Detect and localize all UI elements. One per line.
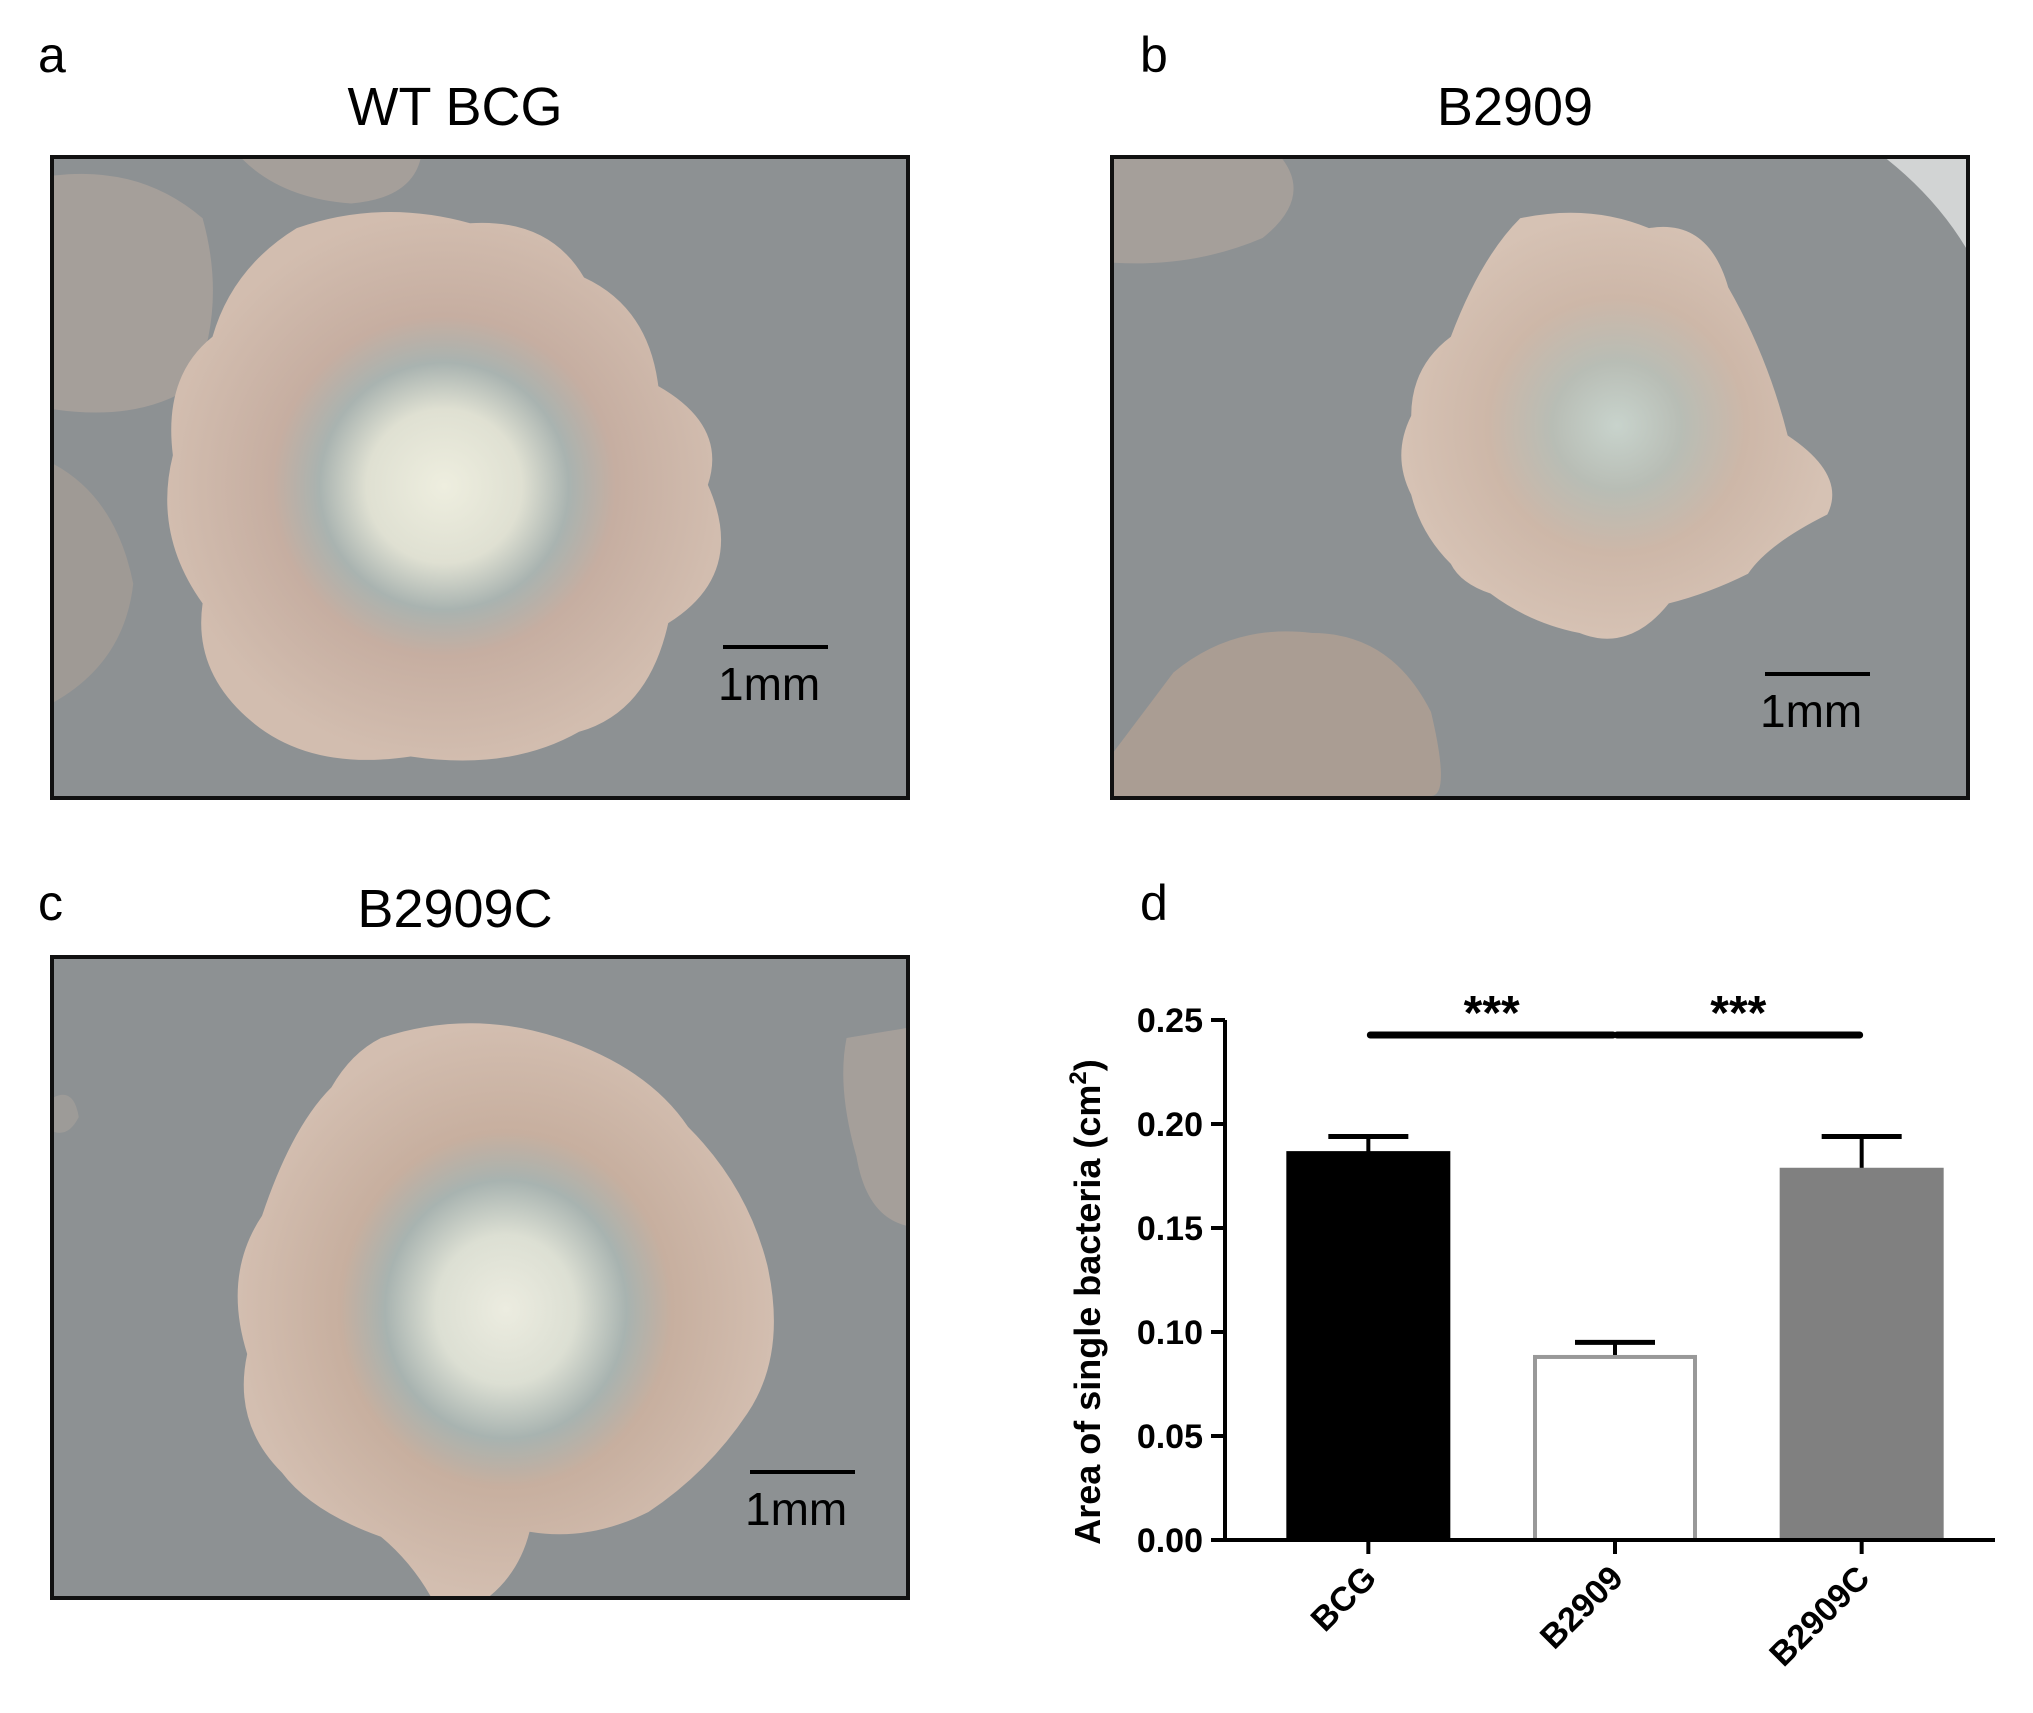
panel-c-title: B2909C xyxy=(357,879,553,939)
bar-b2909c xyxy=(1779,1167,1944,1542)
y-tick-label: 0.20 xyxy=(1137,1106,1203,1144)
scale-bar-line xyxy=(723,645,828,649)
significance-label: *** xyxy=(1710,987,1766,1040)
x-tick-label: B2909 xyxy=(1533,1559,1631,1657)
bar-b2909 xyxy=(1533,1354,1697,1542)
panel-b-title: B2909 xyxy=(1436,77,1594,137)
x-axis: BCG B2909 B2909C xyxy=(1225,1538,1995,1674)
bars xyxy=(1286,1133,1944,1542)
scale-bar-label: 1mm xyxy=(718,658,821,710)
panel-b-letter: b xyxy=(1140,27,1168,83)
colony-image-b2909c xyxy=(54,959,906,1596)
scale-bar-line xyxy=(750,1470,855,1474)
x-tick-label: BCG xyxy=(1304,1559,1384,1639)
scale-bar-line xyxy=(1765,672,1870,676)
bar-bcg xyxy=(1286,1151,1451,1542)
panel-a-title: WT BCG xyxy=(347,77,563,137)
bar-chart: Area of single bacteria (cm2) 0.000.050.… xyxy=(1065,987,1995,1674)
scale-bar-label: 1mm xyxy=(1760,685,1863,737)
y-tick-label: 0.10 xyxy=(1137,1314,1203,1352)
colony-photo-wt-bcg xyxy=(50,155,910,800)
scale-bar-label: 1mm xyxy=(745,1483,848,1535)
y-axis: 0.00 0.05 0.10 0.15 0.20 0.25 xyxy=(1137,1002,1227,1560)
panel-c-letter: c xyxy=(38,875,63,931)
panel-a-letter: a xyxy=(38,27,66,83)
colony-photo-b2909 xyxy=(1110,155,1970,800)
y-tick-label: 0.05 xyxy=(1137,1418,1203,1456)
colony-image-b2909 xyxy=(1114,159,1966,796)
y-tick-label: 0.15 xyxy=(1137,1210,1203,1248)
panel-d-letter: d xyxy=(1140,875,1168,931)
significance-markers: *** *** xyxy=(1366,987,1864,1040)
y-tick-label: 0.00 xyxy=(1137,1522,1203,1560)
colony-photo-b2909c xyxy=(50,955,910,1600)
colony-image-wt-bcg xyxy=(54,159,906,796)
x-tick-label: B2909C xyxy=(1762,1559,1877,1674)
significance-label: *** xyxy=(1464,987,1520,1040)
y-axis-label: Area of single bacteria (cm2) xyxy=(1065,1059,1108,1545)
y-tick-label: 0.25 xyxy=(1137,1002,1203,1040)
